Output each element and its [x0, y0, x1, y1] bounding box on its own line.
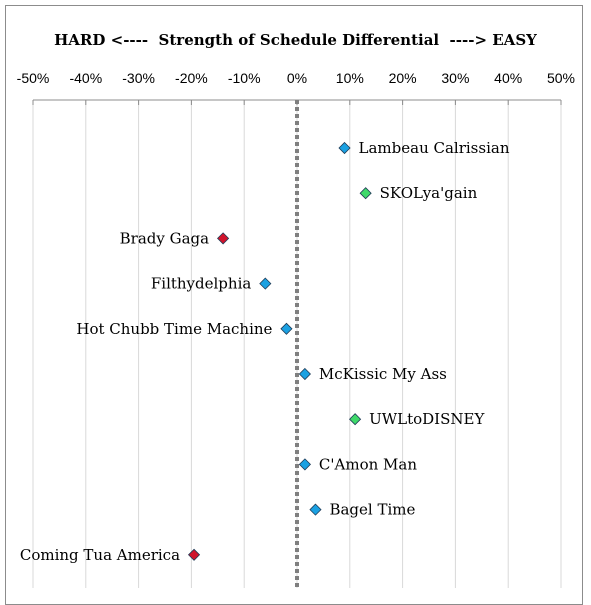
point-label: SKOLya'gain: [380, 184, 478, 202]
point-label: McKissic My Ass: [319, 365, 447, 383]
scatter-plot: -50% -40% -30% -20% -10% 0% 10% 20% 30% 40% 50% Lam…: [17, 70, 575, 588]
chart-title: HARD <---- Strength of Schedule Differen…: [54, 31, 537, 49]
data-point: [359, 187, 372, 200]
data-point: [298, 458, 311, 471]
chart-frame: [5, 5, 583, 605]
x-tick-label: 10%: [336, 70, 364, 86]
data-point: [338, 141, 351, 155]
data-point: [298, 367, 311, 381]
point-label: Hot Chubb Time Machine: [76, 320, 272, 338]
point-label: Bagel Time: [329, 501, 415, 519]
x-tick-label: 0%: [287, 70, 307, 86]
point-label: UWLtoDISNEY: [369, 410, 485, 428]
x-tick-label: 50%: [547, 70, 575, 86]
point-label: Coming Tua America: [20, 546, 180, 564]
x-tick-label: -20%: [175, 70, 208, 86]
x-tick-label: -10%: [228, 70, 261, 86]
data-point: [187, 548, 201, 561]
x-tick-label: -40%: [69, 70, 102, 86]
point-label: Lambeau Calrissian: [359, 139, 510, 157]
x-tick-label: -30%: [122, 70, 155, 86]
point-label: Filthydelphia: [151, 275, 252, 293]
data-point: [259, 277, 272, 290]
point-label: Brady Gaga: [120, 229, 210, 247]
data-point: [349, 413, 362, 426]
data-point: [309, 503, 322, 516]
data-point: [217, 232, 230, 245]
x-tick-label: -50%: [17, 70, 50, 86]
data-point: [280, 322, 293, 335]
x-tick-label: 30%: [441, 70, 469, 86]
point-label: C'Amon Man: [319, 455, 417, 473]
x-tick-label: 20%: [389, 70, 417, 86]
x-tick-label: 40%: [494, 70, 522, 86]
